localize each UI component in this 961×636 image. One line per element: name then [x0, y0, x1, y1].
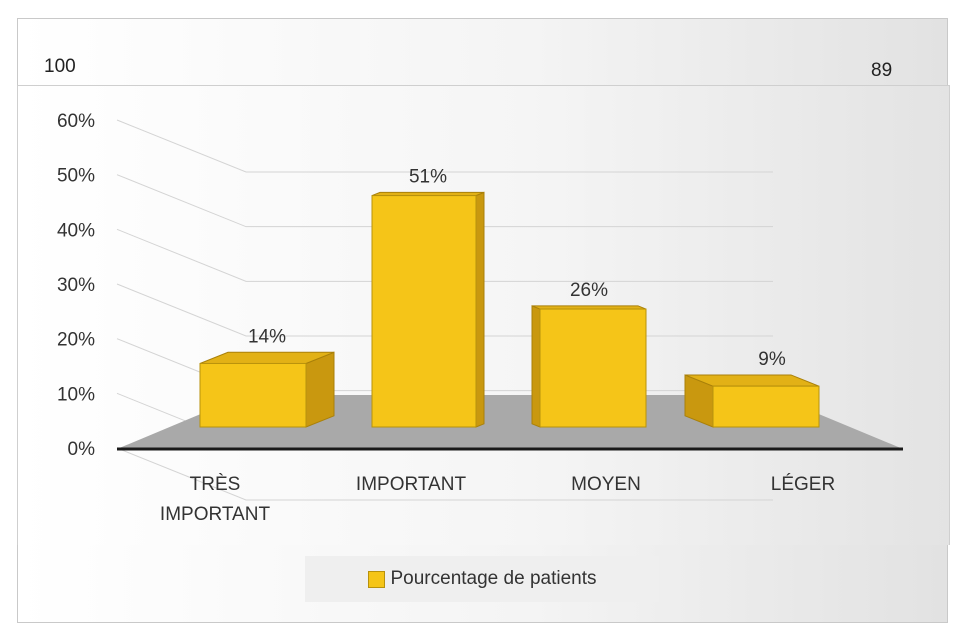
overlap-fragment-left: 100 [44, 56, 76, 77]
gridline [116, 447, 773, 501]
category-label: MOYEN [571, 474, 641, 495]
data-labels: 14% 51% 26% 9% [248, 166, 786, 370]
data-label: 26% [570, 280, 608, 301]
bar-front [712, 385, 820, 428]
y-tick-label: 10% [57, 384, 95, 405]
legend-label: Pourcentage de patients [390, 568, 597, 589]
legend-swatch [367, 570, 385, 588]
bar-front [199, 362, 307, 428]
y-tick-label: 60% [57, 111, 95, 132]
bar-side [531, 305, 541, 428]
category-label: IMPORTANT [356, 474, 467, 495]
bar [531, 305, 647, 428]
category-label: LÉGER [771, 474, 835, 495]
category-label: TRÈS IMPORTANT [160, 474, 271, 525]
data-label: 51% [409, 166, 447, 187]
y-axis-ticks: 0% 10% 20% 30% 40% 50% 60% [57, 111, 95, 460]
legend: Pourcentage de patients [305, 556, 659, 602]
category-labels: TRÈS IMPORTANT IMPORTANT MOYEN LÉGER [160, 474, 835, 525]
gridline [116, 174, 773, 228]
bar [199, 351, 335, 428]
data-label: 9% [758, 349, 786, 370]
bar [684, 374, 820, 428]
y-tick-label: 50% [57, 166, 95, 187]
overlap-fragment-right: 89 [871, 60, 893, 81]
bar-front [539, 308, 647, 428]
gridline [116, 119, 773, 173]
y-tick-label: 30% [57, 275, 95, 296]
y-tick-label: 0% [68, 439, 96, 460]
y-tick-label: 40% [57, 220, 95, 241]
data-label: 14% [248, 326, 286, 347]
bar-side [475, 191, 485, 428]
bars [199, 191, 820, 428]
bar-front [371, 195, 477, 428]
bar [371, 191, 485, 428]
gridline [116, 228, 773, 282]
bar-side [305, 351, 335, 428]
y-tick-label: 20% [57, 330, 95, 351]
